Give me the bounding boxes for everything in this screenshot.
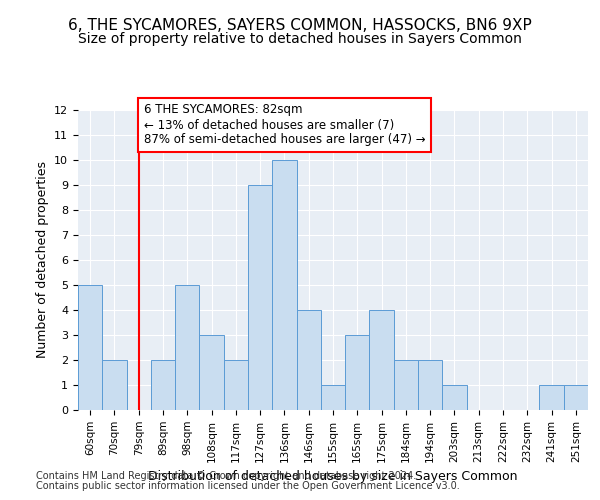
Bar (272, 160, 296, 410)
Bar (394, 360, 418, 410)
Bar (78, 285, 102, 410)
Bar (224, 360, 248, 410)
Text: 6 THE SYCAMORES: 82sqm
← 13% of detached houses are smaller (7)
87% of semi-deta: 6 THE SYCAMORES: 82sqm ← 13% of detached… (143, 104, 425, 146)
Bar (151, 360, 175, 410)
Bar (442, 385, 467, 410)
Bar (564, 385, 588, 410)
Bar (175, 285, 199, 410)
X-axis label: Distribution of detached houses by size in Sayers Common: Distribution of detached houses by size … (148, 470, 518, 483)
Bar (199, 335, 224, 410)
Text: Size of property relative to detached houses in Sayers Common: Size of property relative to detached ho… (78, 32, 522, 46)
Bar (370, 310, 394, 410)
Bar (345, 335, 370, 410)
Bar (248, 185, 272, 410)
Text: 6, THE SYCAMORES, SAYERS COMMON, HASSOCKS, BN6 9XP: 6, THE SYCAMORES, SAYERS COMMON, HASSOCK… (68, 18, 532, 32)
Bar (321, 385, 345, 410)
Bar (102, 360, 127, 410)
Bar (539, 385, 564, 410)
Y-axis label: Number of detached properties: Number of detached properties (35, 162, 49, 358)
Text: Contains HM Land Registry data © Crown copyright and database right 2024.: Contains HM Land Registry data © Crown c… (36, 471, 416, 481)
Text: Contains public sector information licensed under the Open Government Licence v3: Contains public sector information licen… (36, 481, 460, 491)
Bar (296, 310, 321, 410)
Bar (418, 360, 442, 410)
